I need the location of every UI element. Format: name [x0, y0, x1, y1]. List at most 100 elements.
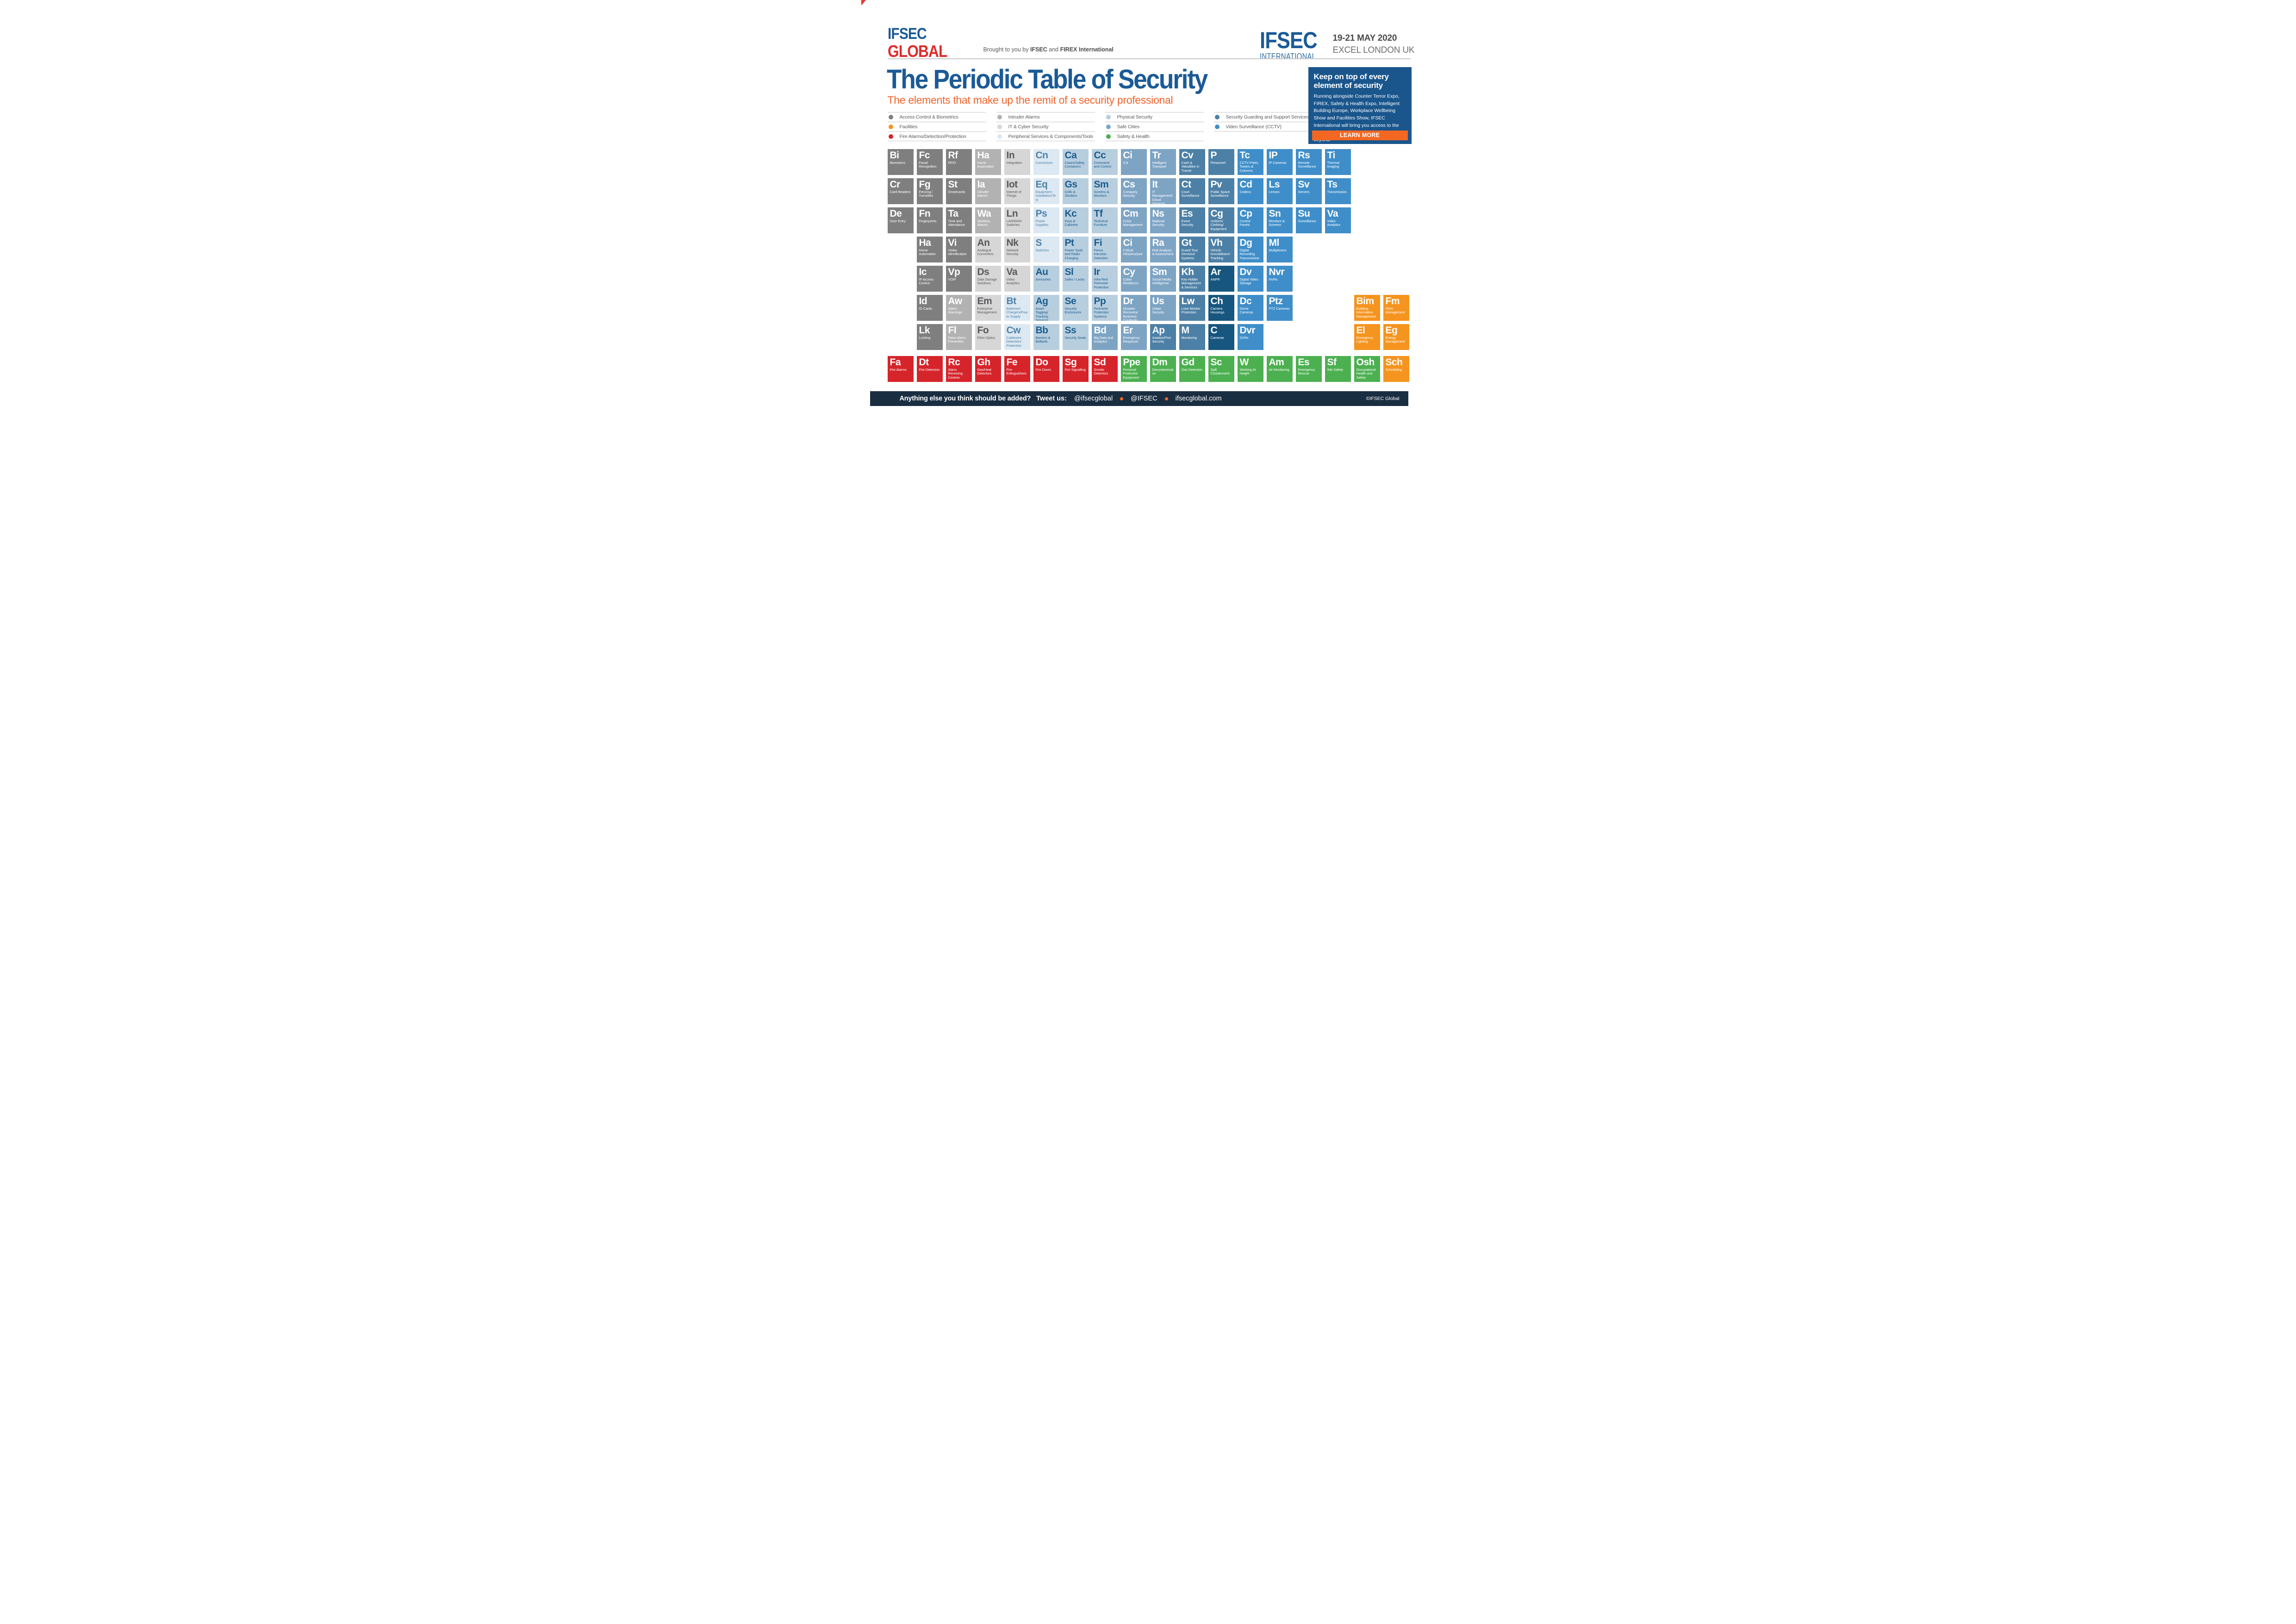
element-tile: Se Security Enclosures	[1062, 295, 1089, 321]
element-tile: Osh Occupational Health and Safety	[1354, 356, 1380, 382]
element-name: Door Entry	[890, 219, 906, 223]
element-tile: Ci C3i	[1120, 149, 1147, 175]
element-name: Facial Recognition	[919, 161, 937, 169]
element-symbol: S	[1035, 237, 1042, 248]
element-tile: Lk Locking	[916, 324, 943, 350]
element-tile: Ds Data Storage Solutions	[975, 266, 1001, 292]
element-tile: Vi Visitor Identification	[946, 237, 972, 262]
element-name: Asset Tagging/ Tracking Services	[1035, 306, 1049, 321]
element-tile: IP IP Cameras	[1266, 149, 1293, 175]
element-name: Analogue Converters	[977, 248, 994, 256]
element-symbol: Fo	[977, 325, 989, 336]
element-symbol: Au	[1035, 267, 1049, 277]
twitter-handle-ifsecglobal[interactable]: @ifsecglobal	[1074, 395, 1113, 402]
element-tile: Sm Social Media Intelligence	[1150, 266, 1176, 292]
legend-item-label: Facilities	[899, 124, 918, 130]
element-tile: Am Air Monitoring	[1266, 356, 1293, 382]
element-name: Emergency Lighting	[1356, 336, 1374, 344]
element-symbol: Sg	[1064, 357, 1077, 368]
element-symbol: P	[1210, 150, 1217, 161]
element-symbol: Bt	[1006, 296, 1017, 306]
element-tile: Ct Court Surveillance	[1179, 178, 1205, 204]
element-name: CCTV Poles, Towers & Columns	[1239, 161, 1259, 173]
element-name: Internet of Things	[1006, 190, 1021, 198]
element-symbol: Sd	[1094, 357, 1106, 368]
element-symbol: Ra	[1152, 237, 1164, 248]
element-symbol: Cp	[1239, 208, 1253, 219]
element-tile: Ar ANPR	[1208, 266, 1234, 292]
element-name: IT Management/ Cloud Services	[1152, 190, 1173, 204]
element-tile: Es Emergency Rescue	[1295, 356, 1322, 382]
element-name: Fire Detectors	[919, 368, 940, 372]
learn-more-button[interactable]: LEARN MORE	[1312, 131, 1408, 140]
element-tile: Gt Guard Tour Services/ Systems	[1179, 237, 1205, 262]
element-name: Digital Video Storage	[1239, 277, 1258, 286]
website-link[interactable]: ifsecglobal.com	[1175, 395, 1222, 402]
element-symbol: Fe	[1006, 357, 1018, 368]
element-tile: St Smartcards	[946, 178, 972, 204]
element-symbol: Vp	[948, 267, 960, 277]
element-tile: Ag Asset Tagging/ Tracking Services	[1033, 295, 1059, 321]
element-name: Fencing / Turnstiles	[919, 190, 933, 198]
element-symbol: Do	[1035, 357, 1049, 368]
element-name: Monitoring	[1181, 336, 1197, 340]
element-tile: In Integration	[1004, 149, 1030, 175]
element-name: Event Security	[1181, 219, 1194, 227]
element-symbol: Sv	[1298, 179, 1310, 190]
element-symbol: Ss	[1064, 325, 1076, 336]
element-tile: Fe Fire Extinguishers	[1004, 356, 1030, 382]
element-symbol: Wa	[977, 208, 991, 219]
element-name: Screens & Monitors	[1094, 190, 1109, 198]
element-name: ANPR	[1210, 277, 1220, 281]
page-title: The Periodic Table of Security	[886, 64, 1208, 94]
twitter-handle-ifsec[interactable]: @IFSEC	[1131, 395, 1157, 402]
element-symbol: De	[890, 208, 902, 219]
element-symbol: Kh	[1181, 267, 1195, 277]
element-name: Fingerprints	[919, 219, 937, 223]
element-name: LAN/WAN Switches	[1006, 219, 1022, 227]
element-symbol: Tf	[1094, 208, 1103, 219]
element-symbol: Aw	[948, 296, 963, 306]
footer-tweet-label: Tweet us:	[1036, 395, 1067, 402]
element-symbol: Pp	[1094, 296, 1106, 306]
element-tile: Bb Barriers & Bollards	[1033, 324, 1059, 350]
element-symbol: Pt	[1064, 237, 1075, 248]
element-name: Connectors	[1035, 161, 1053, 165]
element-symbol: C	[1210, 325, 1218, 336]
tagline-mid: and	[1047, 46, 1060, 53]
element-tile: W Working At Height	[1237, 356, 1263, 382]
element-name: Smartcards	[948, 190, 965, 194]
element-name: Risk Analysis & Assessment	[1152, 248, 1174, 256]
element-tile: Dt Fire Detectors	[916, 356, 943, 382]
legend-color-dot-icon	[1214, 115, 1220, 119]
element-symbol: Vi	[948, 237, 957, 248]
legend-item: Fire Alarms/Detection/Protection	[887, 131, 986, 141]
element-symbol: Se	[1064, 296, 1076, 306]
legend-item-label: Fire Alarms/Detection/Protection	[899, 133, 966, 139]
element-name: Smoke Detectors	[1094, 368, 1108, 376]
element-symbol: Ir	[1094, 267, 1101, 277]
element-tile: Sl Safes / Locks	[1062, 266, 1089, 292]
copyright: ©IFSEC Global	[1366, 396, 1400, 401]
element-tile: Gs Grills & Shutters	[1062, 178, 1089, 204]
element-tile: Ic IP Access Control	[916, 266, 943, 292]
element-symbol: Cs	[1123, 179, 1135, 190]
element-symbol: Bb	[1035, 325, 1049, 336]
event-details: 19-21 MAY 2020 EXCEL LONDON UK	[1333, 33, 1415, 56]
legend-item: Security Guarding and Support Services	[1213, 112, 1313, 122]
element-tile: Kh Key Holder Management & Services	[1179, 266, 1205, 292]
element-symbol: Eg	[1385, 325, 1398, 336]
element-symbol: Ptz	[1269, 296, 1283, 306]
element-tile: Ln LAN/WAN Switches	[1004, 207, 1030, 233]
element-name: NVRs	[1269, 277, 1278, 281]
element-name: VOIP	[948, 277, 956, 281]
element-name: Gas Detection	[1181, 368, 1203, 372]
element-name: Data Storage Solutions	[977, 277, 997, 286]
element-symbol: Nk	[1006, 237, 1019, 248]
element-symbol: Cg	[1210, 208, 1224, 219]
element-symbol: Sm	[1094, 179, 1109, 190]
element-tile: Bim Building Information Management	[1354, 295, 1380, 321]
element-tile: Sc Spill Containment	[1208, 356, 1234, 382]
element-tile: Cn Connectors	[1033, 149, 1059, 175]
element-tile: Gh Gas/Heat Detectors	[975, 356, 1001, 382]
